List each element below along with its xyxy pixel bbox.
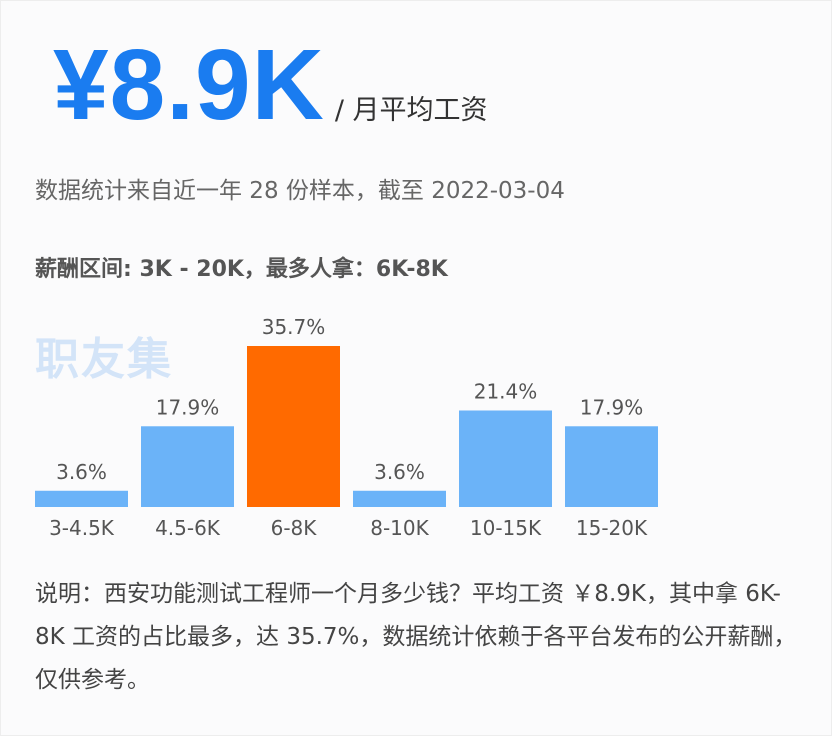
- bar-6-8K: [247, 346, 340, 507]
- salary-unit: / 月平均工资: [334, 95, 488, 126]
- salary-range: 薪酬区间: 3K - 20K，最多人拿：6K-8K: [35, 257, 448, 282]
- bar-3-4.5K: [35, 490, 128, 507]
- category-label-3-4.5K: 3-4.5K: [49, 516, 115, 540]
- category-label-8-10K: 8-10K: [370, 516, 429, 540]
- value-label-10-15K: 21.4%: [474, 379, 538, 403]
- category-label-4.5-6K: 4.5-6K: [155, 516, 221, 540]
- sample-info: 数据统计来自近一年 28 份样本，截至 2022-03-04: [35, 178, 565, 204]
- salary-distribution-chart: 3.6% 3-4.5K 17.9% 4.5-6K 35.7% 6-8K 3.6% 8-10K 2…: [35, 315, 658, 540]
- category-label-10-15K: 10-15K: [470, 516, 542, 540]
- bar-10-15K: [459, 410, 552, 507]
- headline: ¥8.9K / 月平均工资: [53, 35, 488, 135]
- value-label-6-8K: 35.7%: [262, 315, 326, 339]
- value-label-4.5-6K: 17.9%: [156, 395, 220, 419]
- bar-15-20K: [565, 426, 658, 507]
- bar-4.5-6K: [141, 426, 234, 507]
- description-note: 说明：西安功能测试工程师一个月多少钱？平均工资 ￥8.9K，其中拿 6K-8K …: [35, 581, 797, 693]
- average-salary: ¥8.9K: [53, 29, 325, 141]
- category-label-15-20K: 15-20K: [576, 516, 648, 540]
- category-label-6-8K: 6-8K: [271, 516, 318, 540]
- value-label-8-10K: 3.6%: [374, 460, 425, 484]
- watermark-logo: 职友集: [35, 334, 173, 385]
- bar-8-10K: [353, 490, 446, 507]
- value-label-15-20K: 17.9%: [580, 395, 644, 419]
- value-label-3-4.5K: 3.6%: [56, 460, 107, 484]
